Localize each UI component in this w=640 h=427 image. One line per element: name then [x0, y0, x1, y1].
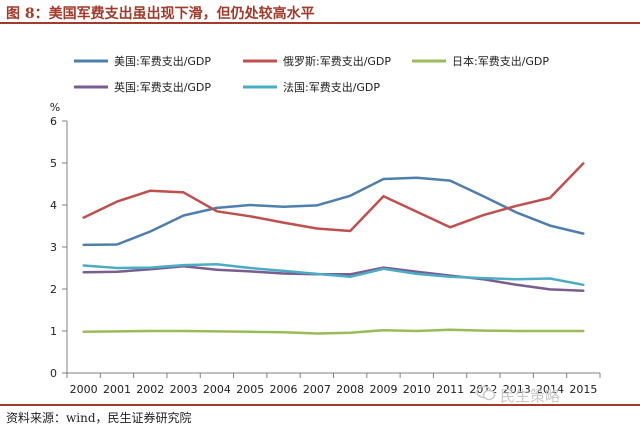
x-tick-label: 2002 [136, 383, 164, 396]
x-tick-label: 2014 [536, 383, 564, 396]
watermark-text: 民生策略 [500, 387, 561, 405]
y-tick-label: 6 [50, 115, 57, 128]
x-tick-label: 2007 [303, 383, 331, 396]
x-tick-label: 2006 [270, 383, 298, 396]
x-tick-label: 2001 [103, 383, 131, 396]
y-tick-label: 2 [50, 283, 57, 296]
x-tick-label: 2015 [569, 383, 597, 396]
x-tick-label: 2005 [236, 383, 264, 396]
series-line-0 [82, 176, 585, 247]
x-tick-label: 2004 [203, 383, 231, 396]
series-line-2 [82, 328, 585, 335]
chart: 0 1 2 3 4 5 6% 2000 2001 2002 2003 2004 2005 2006 2007… [50, 54, 601, 396]
legend-label: 法国:军费支出/GDP [283, 80, 380, 94]
y-axis-label: % [50, 101, 60, 114]
x-tick-label: 2011 [436, 383, 464, 396]
x-tick-label: 2009 [369, 383, 397, 396]
x-tick-label: 2003 [170, 383, 198, 396]
title-bar: 图 8：美国军费支出虽出现下滑，但仍处较高水平 [0, 0, 640, 24]
series-line-1 [82, 162, 585, 233]
chart-title: 图 8：美国军费支出虽出现下滑，但仍处较高水平 [6, 6, 315, 22]
legend-label: 美国:军费支出/GDP [114, 54, 211, 68]
legend-label: 俄罗斯:军费支出/GDP [283, 54, 391, 68]
source-note: 资料来源：wind，民生证券研究院 [6, 411, 192, 425]
x-tick-label: 2013 [503, 383, 531, 396]
series-line-4 [82, 262, 585, 287]
legend-label: 英国:军费支出/GDP [114, 80, 211, 94]
legend-label: 日本:军费支出/GDP [452, 54, 549, 68]
y-tick-label: 1 [50, 325, 57, 338]
y-tick-label: 3 [50, 241, 57, 254]
x-tick-label: 2010 [403, 383, 431, 396]
y-tick-label: 5 [50, 157, 57, 170]
wechat-icon [476, 385, 496, 401]
y-tick-label: 0 [50, 367, 57, 380]
y-tick-label: 4 [50, 199, 57, 212]
x-tick-label: 2000 [70, 383, 98, 396]
source-bar: 资料来源：wind，民生证券研究院 [0, 404, 640, 427]
x-tick-label: 2008 [336, 383, 364, 396]
